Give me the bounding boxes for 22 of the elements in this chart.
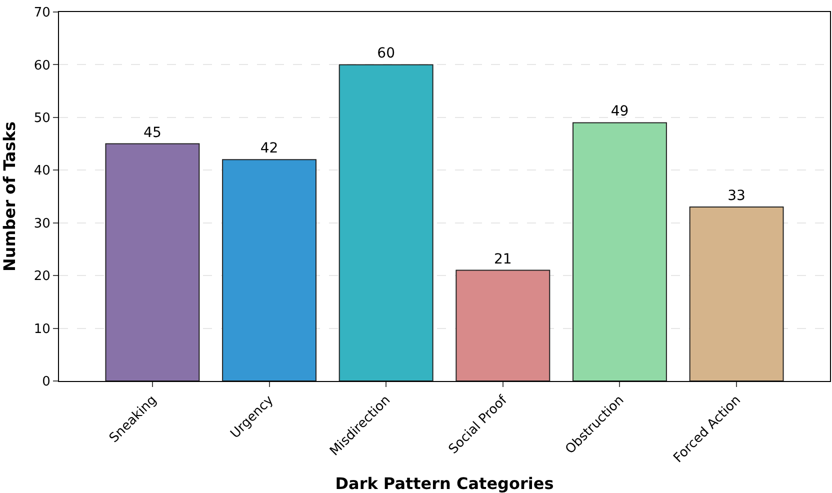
y-tick-label: 20 [34, 269, 50, 284]
y-tick-label: 10 [34, 322, 50, 337]
data-label: 33 [728, 188, 746, 204]
y-tick-label: 0 [42, 374, 50, 390]
x-axis-title: Dark Pattern Categories [335, 474, 554, 493]
bar [456, 270, 550, 381]
data-label: 21 [494, 251, 512, 268]
bar [572, 122, 667, 381]
y-axis-title: Number of Tasks [0, 121, 19, 272]
y-tick-label: 60 [34, 58, 50, 74]
y-tick-label: 30 [34, 216, 50, 232]
y-tick-label: 70 [34, 6, 50, 21]
bar [222, 159, 316, 381]
data-label: 49 [610, 104, 629, 120]
bar [105, 143, 200, 381]
data-label: 45 [144, 124, 162, 141]
y-tick-label: 40 [34, 164, 50, 179]
y-tick-label: 50 [34, 110, 50, 126]
bar [338, 64, 434, 381]
data-label: 42 [260, 140, 278, 157]
data-label: 60 [377, 46, 396, 62]
bar [689, 206, 784, 381]
